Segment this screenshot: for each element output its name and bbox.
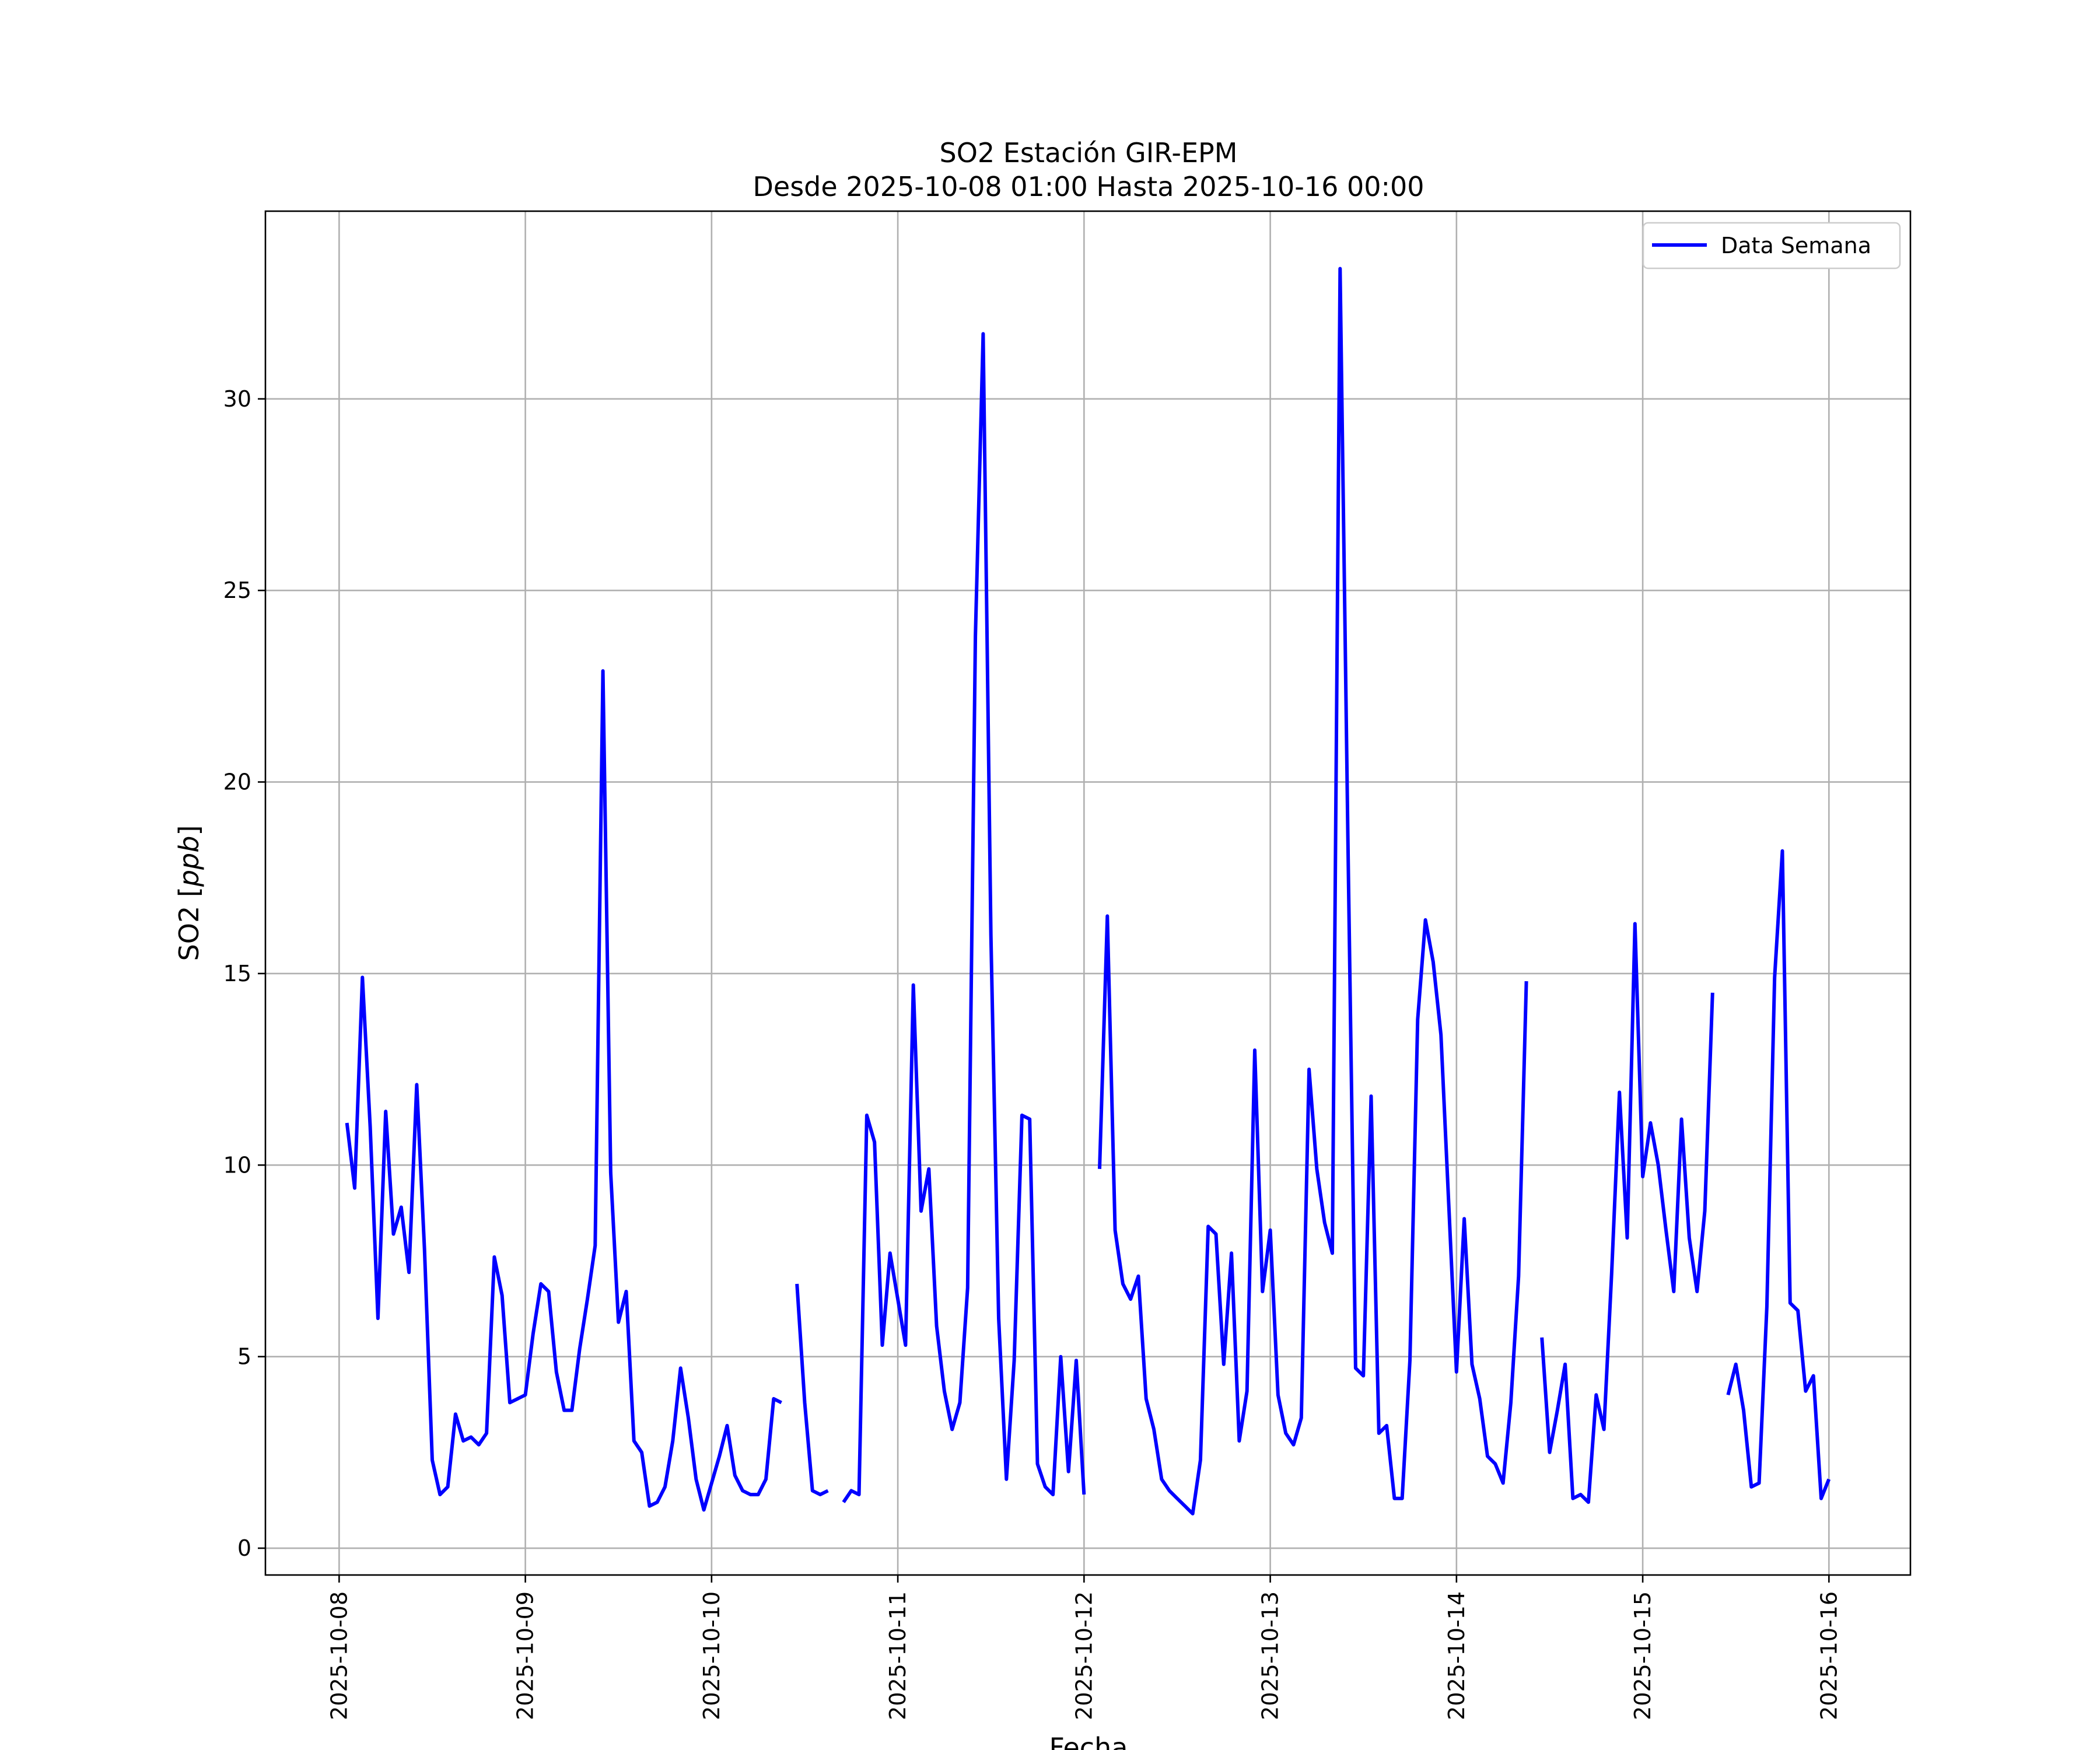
y-tick-label: 10 xyxy=(223,1152,251,1178)
x-axis-label: Fecha xyxy=(1049,1732,1128,1750)
legend-box xyxy=(1642,222,1901,270)
series-line-segment xyxy=(795,1283,829,1497)
y-tick-label: 30 xyxy=(223,386,251,412)
x-tick-label: 2025-10-12 xyxy=(1071,1591,1097,1720)
x-tick-label: 2025-10-11 xyxy=(885,1591,911,1720)
x-tick-label: 2025-10-16 xyxy=(1816,1591,1842,1720)
y-tick-label: 20 xyxy=(223,769,251,795)
y-axis-label-unit: ppb xyxy=(173,836,205,888)
chart-subtitle: Desde 2025-10-08 01:00 Hasta 2025-10-16 … xyxy=(752,171,1424,202)
series-line-segment xyxy=(1098,267,1528,1516)
y-axis-label: SO2 [ppb] xyxy=(173,825,205,961)
y-tick-label: 5 xyxy=(237,1344,251,1370)
y-axis-ticks: 0 5 10 15 20 25 30 xyxy=(223,386,265,1561)
series-line-segment xyxy=(345,669,782,1512)
x-tick-label: 2025-10-15 xyxy=(1630,1591,1656,1720)
legend-label-data-semana: Data Semana xyxy=(1721,233,1871,258)
y-axis-label-text: SO2 [ xyxy=(173,887,205,961)
y-axis-label-close: ] xyxy=(173,825,205,836)
series-line-segment xyxy=(1540,922,1714,1504)
x-tick-label: 2025-10-14 xyxy=(1444,1591,1469,1720)
legend: Data Semana xyxy=(1642,222,1901,270)
plot-frame xyxy=(264,210,1912,1576)
x-tick-label: 2025-10-08 xyxy=(326,1591,352,1720)
y-tick-label: 0 xyxy=(237,1535,251,1561)
x-axis-ticks: 2025-10-08 2025-10-09 2025-10-10 2025-10-11… xyxy=(326,1575,1842,1720)
chart-title: SO2 Estación GIR-EPM xyxy=(940,137,1238,169)
y-tick-label: 25 xyxy=(223,578,251,603)
series-line-segment xyxy=(842,332,1086,1503)
y-tick-label: 15 xyxy=(223,961,251,986)
grid-lines xyxy=(265,211,1910,1575)
series-line-segment xyxy=(1726,849,1831,1500)
x-tick-label: 2025-10-09 xyxy=(513,1591,538,1720)
x-tick-label: 2025-10-10 xyxy=(699,1591,724,1720)
x-tick-label: 2025-10-13 xyxy=(1258,1591,1283,1720)
series-layer xyxy=(345,267,1831,1516)
